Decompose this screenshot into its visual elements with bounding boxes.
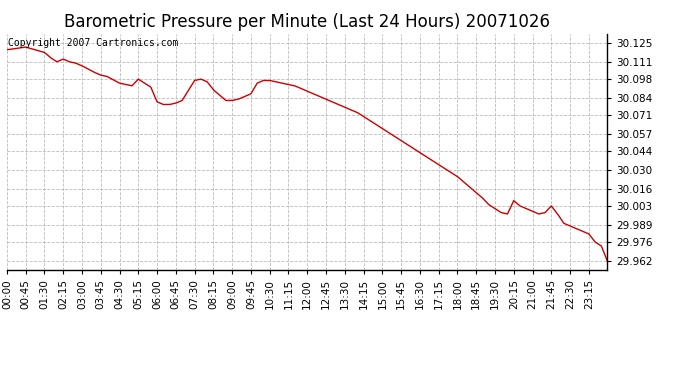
Title: Barometric Pressure per Minute (Last 24 Hours) 20071026: Barometric Pressure per Minute (Last 24 … (64, 13, 550, 31)
Text: Copyright 2007 Cartronics.com: Copyright 2007 Cartronics.com (8, 39, 179, 48)
